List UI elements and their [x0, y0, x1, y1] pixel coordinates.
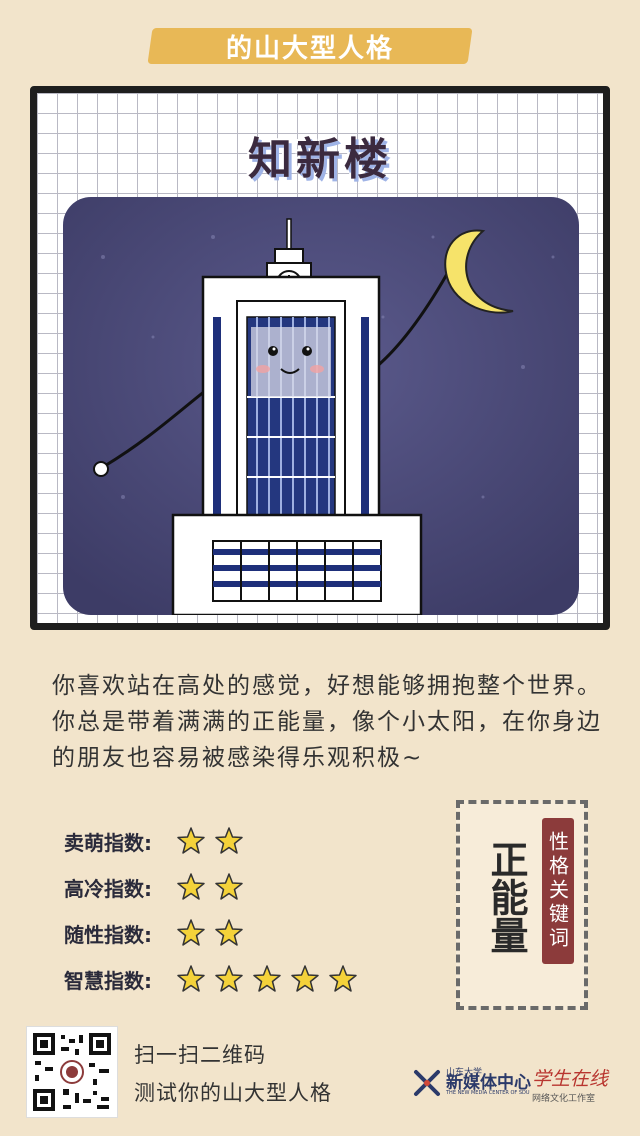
qr-code[interactable]	[26, 1026, 118, 1118]
star-icon	[329, 965, 357, 992]
illustration-card: 知新楼	[30, 86, 610, 630]
rating-row: 智慧指数:	[64, 956, 358, 1002]
star-icon	[215, 965, 243, 992]
building-name: 知新楼	[248, 134, 392, 185]
keyword-tag-label: 性格关键词	[545, 831, 570, 951]
rating-label: 高冷指数:	[64, 876, 152, 901]
banner-title: 的山大型人格	[225, 33, 394, 64]
star-icon	[215, 873, 243, 900]
rating-label: 卖萌指数:	[64, 830, 152, 855]
rating-row: 卖萌指数:	[64, 818, 358, 864]
scan-line-2: 测试你的山大型人格	[134, 1081, 332, 1105]
rating-label: 智慧指数:	[64, 968, 152, 993]
new-media-icon	[414, 1070, 440, 1096]
personality-description: 你喜欢站在高处的感觉，好想能够拥抱整个世界。你总是带着满满的正能量，像个小太阳，…	[52, 673, 602, 771]
logo1-title: 新媒体中心	[446, 1073, 531, 1093]
logo2-title: 学生在线	[532, 1068, 609, 1090]
star-icon	[215, 827, 243, 854]
rating-stars	[176, 872, 244, 902]
logo2-subtitle: 网络文化工作室	[532, 1094, 596, 1104]
scan-instructions: 扫一扫二维码 测试你的山大型人格	[134, 1036, 332, 1112]
star-icon	[177, 919, 205, 946]
star-icon	[215, 919, 243, 946]
rating-stars	[176, 964, 358, 994]
rating-label: 随性指数:	[64, 922, 152, 947]
keyword-box: 正能量 性格关键词	[456, 800, 588, 1010]
logo1-en: THE NEW MEDIA CENTER OF SDU	[446, 1090, 530, 1096]
star-icon	[291, 965, 319, 992]
student-online-logo: 学生在线 网络文化工作室	[532, 1064, 608, 1104]
logo1-small: 山东大学	[446, 1068, 483, 1078]
title-banner: 的山大型人格	[147, 22, 473, 70]
star-icon	[177, 965, 205, 992]
keyword-tag: 性格关键词	[542, 818, 574, 964]
star-icon	[177, 873, 205, 900]
star-icon	[177, 827, 205, 854]
rating-row: 高冷指数:	[64, 864, 358, 910]
scan-line-1: 扫一扫二维码	[134, 1043, 266, 1067]
new-media-center-logo: 山东大学 新媒体中心 THE NEW MEDIA CENTER OF SDU	[412, 1068, 531, 1098]
rating-row: 随性指数:	[64, 910, 358, 956]
star-icon	[253, 965, 281, 992]
building-illustration	[63, 197, 579, 615]
rating-stars	[176, 918, 244, 948]
ratings-list: 卖萌指数: 高冷指数: 随性指数: 智慧指数:	[64, 818, 358, 1002]
rating-stars	[176, 826, 244, 856]
keyword-value: 正能量	[484, 840, 529, 954]
